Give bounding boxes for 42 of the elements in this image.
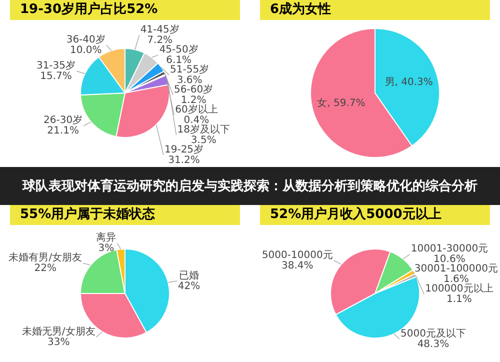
- chart-title: 6成为女性: [260, 0, 490, 20]
- data-label: 21.1%: [47, 126, 79, 137]
- slice-label: 已婚: [179, 270, 200, 282]
- data-label: 10.6%: [434, 254, 466, 266]
- chart-title: 52%用户月收入5000元以上: [260, 205, 490, 225]
- chart-title: 55%用户属于未婚状态: [10, 205, 240, 225]
- slice-label: 5000-10000元: [262, 250, 333, 261]
- slice-label: 60岁以上: [175, 103, 218, 116]
- data-label: 22%: [34, 263, 57, 274]
- data-label: 31.2%: [168, 154, 200, 166]
- slice-label: 26-30岁: [44, 114, 83, 126]
- chart-title: 19-30岁用户占比52%: [10, 0, 240, 20]
- slice-label: 5000元及以下: [400, 328, 466, 340]
- slice-label: 10001-30000元: [410, 244, 488, 255]
- slice-label: 56-60岁: [174, 83, 214, 96]
- data-label: 38.4%: [281, 260, 314, 272]
- slice-label: 51-55岁: [170, 63, 210, 76]
- data-label: 6.1%: [166, 54, 192, 66]
- data-label: 10.0%: [70, 44, 102, 56]
- data-label: 15.7%: [40, 70, 72, 82]
- data-label: 33%: [47, 336, 70, 348]
- slice-label: 未婚有男/女朋友: [8, 252, 82, 264]
- data-label: 42%: [178, 280, 200, 292]
- slice-label: 30001-100000元: [414, 264, 498, 275]
- slice-label: 36-40岁: [66, 33, 106, 46]
- slice-label: 男, 40.3%: [384, 76, 433, 88]
- slice-label: 45-50岁: [159, 43, 198, 56]
- slice-label: 离异: [96, 232, 116, 244]
- data-label: 3.6%: [176, 74, 202, 86]
- slice-label: 19-25岁: [164, 143, 204, 156]
- slice-label: 女, 59.7%: [317, 97, 366, 110]
- data-label: 48.3%: [417, 339, 450, 350]
- data-label: 3%: [98, 243, 114, 254]
- slice-label: 100000元以上: [425, 282, 494, 295]
- slice-label: 未婚无男/女朋友: [22, 325, 96, 338]
- slice-label: 41-45岁: [140, 23, 180, 36]
- text: 球队表现对体育运动研究的启发与实践探索：从数据分析到策略优化的综合分析: [0, 167, 500, 205]
- data-label: 1.6%: [444, 274, 469, 286]
- slice-label: 31-35岁: [36, 59, 76, 72]
- slice-label: 18岁及以下: [177, 123, 230, 136]
- data-label: 7.2%: [147, 34, 173, 46]
- data-label: 1.1%: [446, 294, 472, 306]
